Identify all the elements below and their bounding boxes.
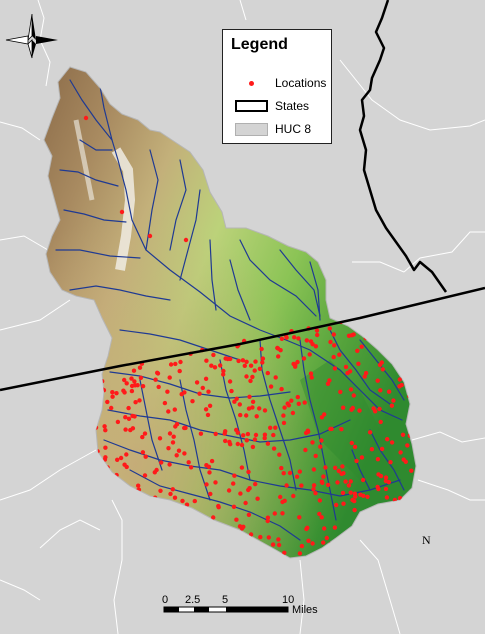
legend-item-huc8: HUC 8 — [223, 120, 331, 140]
legend-item-locations: Locations — [223, 74, 331, 94]
scale-tick-10: 10 — [282, 594, 295, 606]
legend-item-states: States — [223, 97, 331, 117]
scale-unit: Miles — [292, 604, 318, 616]
legend-item-label: States — [275, 99, 310, 113]
legend-item-label: HUC 8 — [275, 122, 312, 136]
legend-title: Legend — [231, 36, 288, 53]
huc-fill-icon — [235, 123, 268, 136]
scale-tick-5: 5 — [222, 594, 229, 606]
scale-tick-0: 0 — [162, 594, 169, 606]
scale-tick-2-5: 2.5 — [185, 594, 201, 606]
state-outline-icon — [235, 100, 268, 112]
north-arrow-label: N — [422, 533, 431, 547]
state-boundaries — [0, 0, 485, 392]
map-legend: Legend Locations States HUC 8 — [222, 29, 332, 144]
location-dot-icon — [249, 81, 254, 86]
north-arrow-icon — [5, 13, 58, 59]
legend-item-label: Locations — [275, 76, 327, 90]
